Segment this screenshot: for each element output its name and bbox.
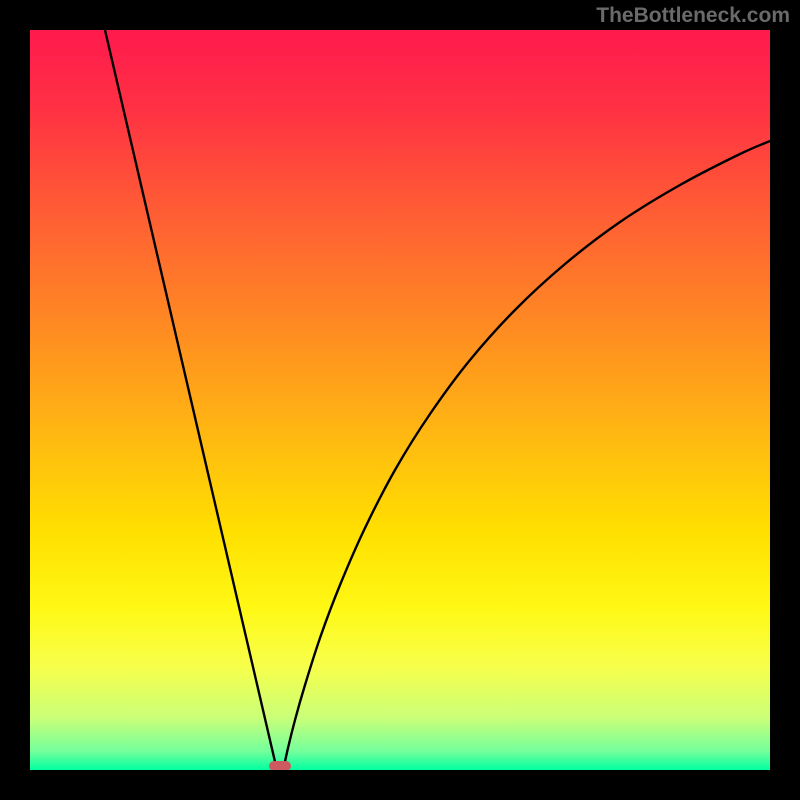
curve-right-branch (284, 141, 770, 766)
plot-area (30, 30, 770, 770)
optimum-marker (269, 761, 291, 770)
bottleneck-curve (30, 30, 770, 770)
curve-left-branch (105, 30, 276, 766)
watermark-text: TheBottleneck.com (596, 4, 790, 28)
